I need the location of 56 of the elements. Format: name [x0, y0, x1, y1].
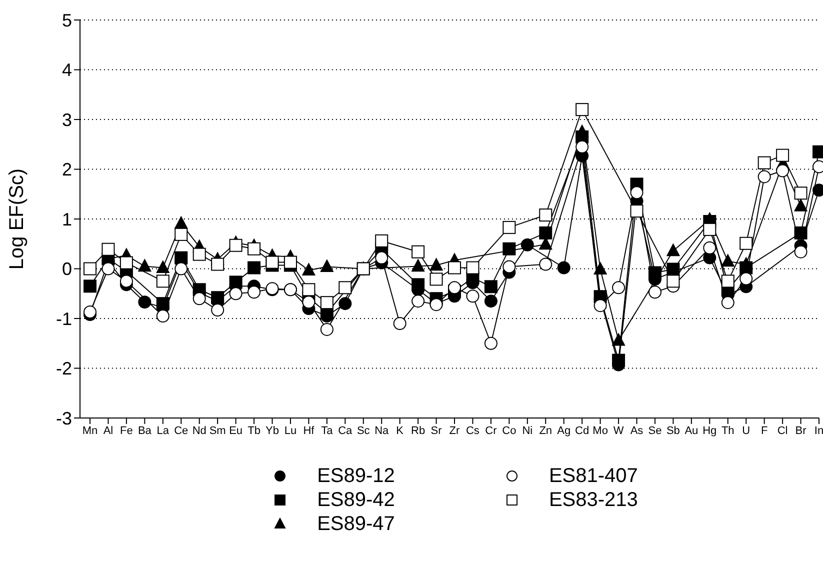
- x-tick-label: Sm: [209, 424, 226, 437]
- x-tick-label: Sc: [356, 424, 370, 437]
- x-tick-label: Hf: [303, 424, 316, 437]
- x-tick-label: Zn: [539, 424, 552, 437]
- x-tick-label: Au: [684, 424, 698, 437]
- x-tick-label: Ba: [138, 424, 152, 437]
- y-tick-label: 1: [62, 209, 72, 230]
- x-tick-label: Ag: [557, 424, 571, 437]
- x-tick-label: Ca: [338, 424, 354, 437]
- x-tick-label: Fe: [120, 424, 133, 437]
- x-tick-label: Mo: [592, 424, 608, 437]
- y-tick-label: -2: [56, 358, 72, 379]
- x-tick-label: Tb: [248, 424, 260, 437]
- x-tick-label: U: [742, 424, 750, 437]
- legend-label: ES89-47: [317, 512, 395, 536]
- y-tick-label: -1: [56, 308, 72, 329]
- legend-label: ES89-12: [317, 464, 395, 488]
- legend-label: ES81-407: [548, 464, 638, 488]
- x-tick-label: Ni: [522, 424, 533, 437]
- x-tick-label: W: [613, 424, 624, 437]
- x-tick-label: La: [156, 424, 170, 437]
- y-tick-label: 3: [62, 110, 72, 130]
- x-tick-label: Cd: [575, 424, 590, 437]
- x-tick-label: K: [396, 424, 404, 437]
- x-tick-label: Cs: [466, 424, 480, 437]
- x-tick-label: Th: [721, 424, 734, 437]
- legend-label: ES83-213: [548, 488, 638, 512]
- x-tick-label: Nd: [192, 424, 206, 437]
- y-axis-title: Log EF(Sc): [6, 168, 28, 270]
- x-tick-label: Br: [795, 424, 807, 437]
- y-tick-label: -3: [56, 408, 72, 428]
- legend-label: ES89-42: [317, 488, 395, 512]
- y-tick-label: 0: [62, 259, 72, 280]
- x-tick-label: In: [814, 424, 823, 437]
- x-tick-label: As: [630, 424, 644, 437]
- x-tick-label: F: [760, 424, 768, 437]
- y-tick-label: 2: [62, 160, 72, 180]
- x-tick-label: Eu: [229, 424, 243, 437]
- x-tick-label: Lu: [284, 424, 297, 437]
- x-tick-label: Cr: [485, 424, 498, 437]
- y-tick-label: 4: [62, 60, 72, 80]
- x-tick-label: Se: [648, 424, 662, 437]
- x-tick-label: Sb: [666, 424, 680, 437]
- y-tick-label: 5: [62, 10, 72, 30]
- x-tick-label: Mn: [82, 424, 98, 437]
- x-tick-label: Sr: [430, 424, 442, 437]
- x-tick-label: Hg: [702, 424, 717, 437]
- x-tick-label: Na: [374, 424, 390, 437]
- x-tick-label: Zr: [449, 424, 460, 437]
- x-tick-label: Co: [502, 424, 516, 437]
- x-tick-label: Al: [103, 424, 114, 437]
- x-tick-label: Cl: [777, 424, 788, 437]
- x-tick-label: Ta: [321, 424, 334, 437]
- x-tick-label: Yb: [266, 424, 279, 437]
- x-tick-label: Ce: [174, 424, 188, 437]
- x-tick-label: Rb: [411, 424, 426, 437]
